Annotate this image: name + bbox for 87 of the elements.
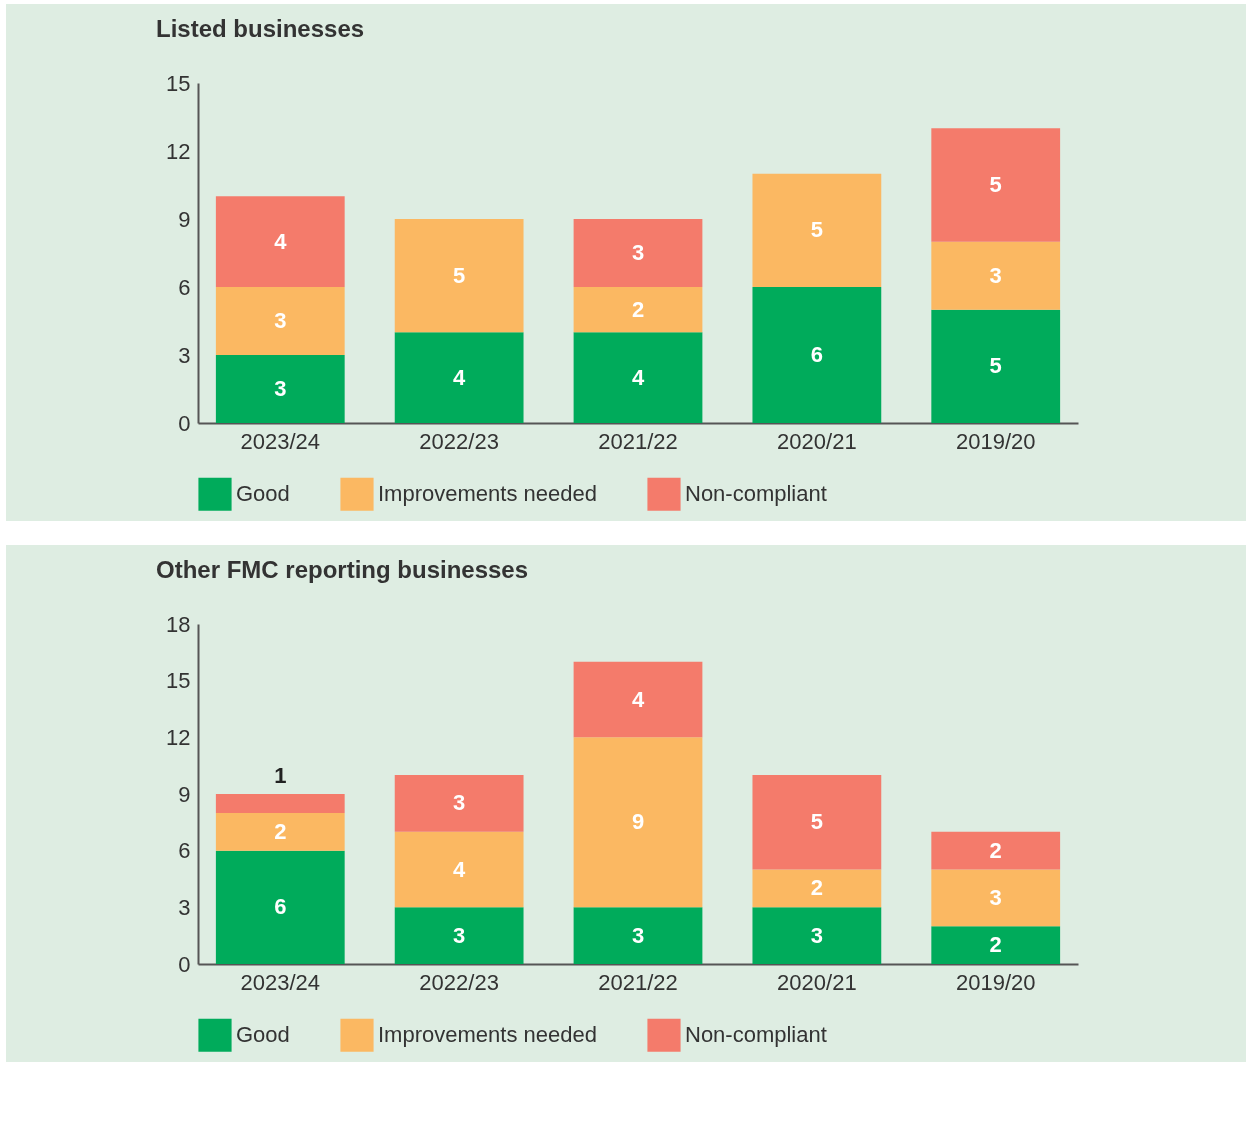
bar [394, 907, 524, 964]
data-label: 3 [631, 922, 645, 948]
data-label: 1 [274, 763, 287, 788]
bar [215, 812, 345, 851]
data-label: 9 [631, 809, 645, 835]
data-label: 2 [631, 296, 645, 322]
bar [394, 831, 524, 908]
y-tick-label: 9 [178, 781, 191, 807]
data-label: 3 [989, 884, 1002, 910]
data-label: 4 [453, 364, 467, 390]
y-tick-label: 9 [178, 206, 191, 232]
legend-label: Non-compliant [685, 481, 827, 507]
bar [394, 775, 524, 832]
y-tick-label: 15 [166, 70, 191, 96]
bar [394, 219, 524, 333]
data-label: 5 [989, 353, 1002, 379]
bar [215, 196, 345, 287]
y-tick-label: 15 [166, 668, 191, 694]
bar [573, 907, 703, 964]
data-label: 3 [274, 308, 287, 333]
bar [215, 794, 345, 813]
x-tick-label: 2020/21 [777, 428, 857, 454]
bar [931, 831, 1061, 870]
x-tick-label: 2022/23 [419, 969, 499, 995]
y-tick-label: 3 [178, 894, 191, 920]
data-label: 6 [274, 894, 287, 920]
bar [752, 775, 882, 870]
y-tick-label: 6 [178, 274, 191, 300]
x-tick-label: 2019/20 [955, 428, 1036, 454]
data-label: 3 [989, 262, 1002, 288]
data-label: 2 [810, 875, 823, 901]
legend-label: Non-compliant [685, 1022, 827, 1048]
bar [573, 332, 703, 423]
data-label: 5 [989, 172, 1002, 197]
data-label: 4 [274, 228, 288, 254]
x-tick-label: 2021/22 [598, 969, 678, 995]
data-label: 5 [453, 262, 466, 288]
x-tick-label: 2021/22 [598, 428, 678, 454]
bar [215, 287, 345, 355]
bar [394, 332, 524, 423]
data-label: 2 [989, 932, 1002, 958]
bar [931, 869, 1061, 927]
data-label: 4 [631, 364, 645, 390]
legend-label: Good [236, 481, 290, 507]
data-label: 2 [274, 818, 287, 844]
y-tick-label: 12 [166, 138, 191, 164]
bar [752, 907, 882, 964]
x-tick-label: 2019/20 [955, 969, 1036, 995]
y-tick-label: 3 [178, 342, 191, 368]
data-label: 6 [810, 342, 823, 367]
y-tick-label: 6 [178, 838, 191, 864]
data-label: 3 [274, 376, 287, 401]
data-label: 2 [989, 837, 1002, 863]
x-tick-label: 2023/24 [240, 428, 321, 454]
x-tick-label: 2020/21 [777, 969, 857, 995]
bar [573, 287, 703, 333]
chart-title: Listed businesses [156, 15, 365, 42]
data-label: 4 [453, 856, 467, 882]
bar [573, 737, 703, 908]
bar [752, 287, 882, 423]
data-label: 3 [631, 240, 645, 265]
data-label: 5 [810, 809, 823, 835]
legend-label: Good [236, 1022, 290, 1048]
y-tick-label: 18 [166, 611, 191, 637]
bar [931, 926, 1061, 964]
data-label: 5 [810, 217, 823, 243]
bar [573, 219, 703, 287]
bar [931, 128, 1061, 242]
data-label: 4 [631, 686, 645, 712]
bar [931, 309, 1061, 423]
y-tick-label: 0 [178, 410, 191, 436]
bar [752, 173, 882, 287]
y-tick-label: 12 [166, 724, 191, 750]
legend-label: Improvements needed [378, 481, 597, 507]
bar [215, 355, 345, 423]
bar [931, 241, 1061, 310]
y-tick-label: 0 [178, 951, 191, 977]
data-label: 3 [810, 922, 823, 948]
chart-title: Other FMC reporting businesses [156, 556, 529, 583]
x-tick-label: 2023/24 [240, 969, 321, 995]
bar [752, 869, 882, 908]
x-tick-label: 2022/23 [419, 428, 499, 454]
data-label: 3 [453, 790, 466, 816]
data-label: 3 [453, 922, 466, 948]
bar [215, 850, 345, 964]
legend-label: Improvements needed [378, 1022, 597, 1048]
bar [573, 661, 703, 738]
